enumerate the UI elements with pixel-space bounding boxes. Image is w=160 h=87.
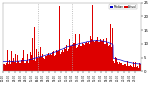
Legend: Median, Actual: Median, Actual — [109, 4, 137, 9]
